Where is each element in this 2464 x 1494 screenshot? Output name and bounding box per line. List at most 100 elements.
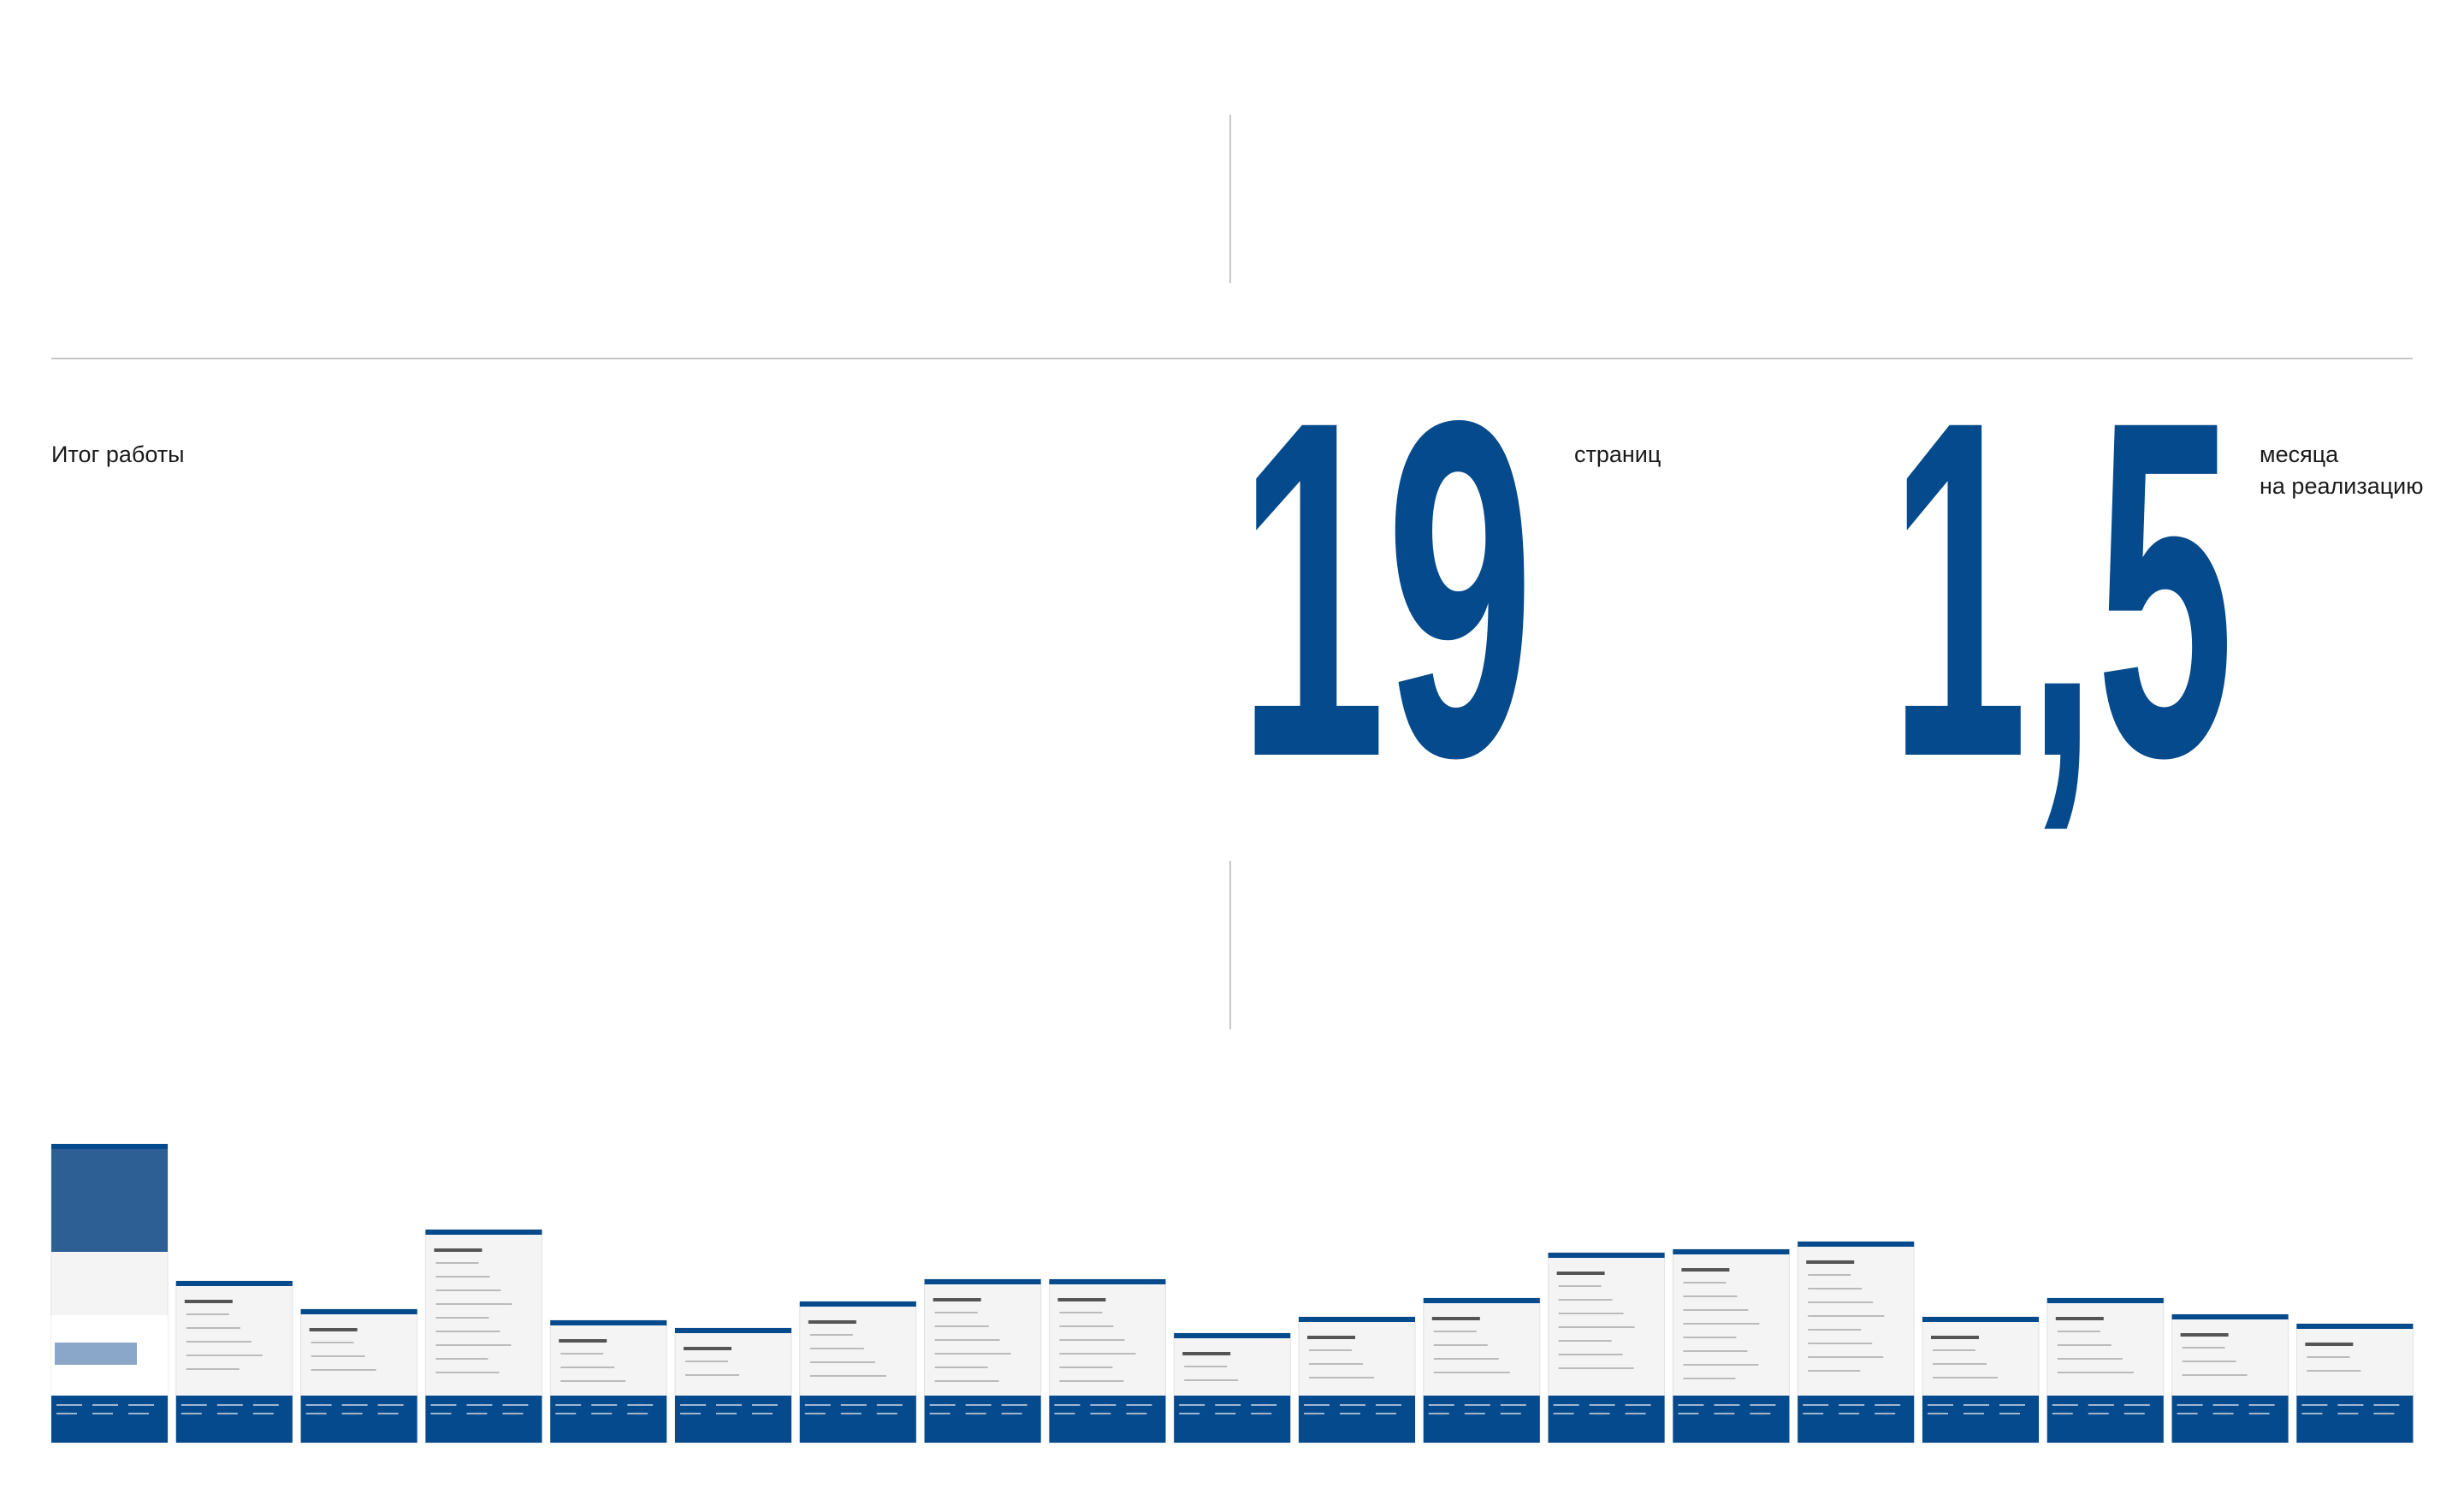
thumbnail bbox=[50, 1143, 169, 1444]
stat-caption: страниц bbox=[1574, 442, 1661, 467]
thumb-line bbox=[1309, 1349, 1352, 1351]
thumb-footer bbox=[2046, 1396, 2164, 1443]
thumb-line bbox=[1808, 1356, 1884, 1358]
thumb-footer-line bbox=[965, 1413, 986, 1414]
thumb-footer-line bbox=[1964, 1404, 1989, 1406]
thumb-title bbox=[933, 1298, 981, 1301]
thumb-header bbox=[1423, 1298, 1540, 1303]
thumb-line bbox=[1059, 1380, 1124, 1382]
thumb-line bbox=[1808, 1343, 1873, 1344]
thumb-title bbox=[1931, 1336, 1979, 1339]
thumb-footer-line bbox=[502, 1413, 524, 1414]
thumb-footer-line bbox=[627, 1413, 649, 1414]
thumb-footer-line bbox=[1090, 1413, 1111, 1414]
thumb-footer-line bbox=[128, 1404, 154, 1406]
thumb-line bbox=[1184, 1366, 1228, 1367]
thumb-line bbox=[311, 1369, 376, 1371]
thumb-footer-line bbox=[1875, 1413, 1896, 1414]
thumb-title bbox=[1307, 1336, 1355, 1339]
thumb-header bbox=[425, 1230, 542, 1235]
section-label: Итог работы bbox=[51, 442, 185, 467]
thumb-line bbox=[435, 1289, 501, 1291]
thumb-footer-line bbox=[2052, 1404, 2078, 1406]
thumb-header bbox=[175, 1281, 293, 1286]
thumb-footer-line bbox=[555, 1404, 582, 1406]
thumb-footer bbox=[1922, 1396, 2039, 1443]
thumb-line bbox=[2057, 1331, 2100, 1332]
thumb-footer bbox=[1174, 1396, 1291, 1443]
thumb-title bbox=[2055, 1317, 2104, 1320]
thumb-line bbox=[435, 1372, 500, 1373]
thumb-footer-line bbox=[1428, 1404, 1454, 1406]
thumb-footer-line bbox=[804, 1404, 831, 1406]
thumb-title bbox=[434, 1248, 483, 1252]
thumb-footer-line bbox=[1304, 1404, 1330, 1406]
thumb-line bbox=[1558, 1326, 1635, 1328]
thumb-footer-line bbox=[1428, 1413, 1449, 1414]
thumb-footer-line bbox=[1054, 1404, 1081, 1406]
thumb-line bbox=[809, 1348, 864, 1349]
thumb-footer-line bbox=[1750, 1413, 1771, 1414]
thumb-footer-line bbox=[876, 1404, 903, 1406]
thumb-line bbox=[1933, 1363, 1987, 1365]
thumb-footer-line bbox=[1839, 1404, 1865, 1406]
thumb-header bbox=[1174, 1333, 1291, 1338]
thumbnail bbox=[1797, 1241, 1915, 1444]
thumb-line bbox=[435, 1358, 489, 1360]
thumb-footer bbox=[550, 1396, 667, 1443]
thumb-footer-line bbox=[1340, 1413, 1360, 1414]
thumb-footer-line bbox=[216, 1404, 243, 1406]
thumbnail bbox=[1298, 1316, 1416, 1444]
thumb-footer-line bbox=[341, 1404, 368, 1406]
thumb-footer-line bbox=[252, 1404, 279, 1406]
thumb-line bbox=[685, 1361, 728, 1362]
thumb-line bbox=[934, 1325, 989, 1327]
thumb-footer-line bbox=[1714, 1404, 1740, 1406]
thumb-footer-line bbox=[2337, 1404, 2364, 1406]
thumb-header bbox=[1673, 1249, 1790, 1254]
thumbnail bbox=[424, 1229, 542, 1444]
thumb-line bbox=[2057, 1372, 2134, 1373]
thumb-footer-line bbox=[1553, 1404, 1579, 1406]
thumbnail bbox=[300, 1308, 418, 1444]
thumb-footer-line bbox=[1251, 1404, 1277, 1406]
thumb-footer-line bbox=[752, 1413, 773, 1414]
thumbnail bbox=[1048, 1278, 1166, 1444]
thumb-line bbox=[311, 1355, 365, 1357]
thumb-line bbox=[934, 1380, 999, 1382]
thumb-line bbox=[1933, 1377, 1998, 1378]
thumb-header bbox=[1922, 1317, 2039, 1322]
thumb-footer-line bbox=[1464, 1404, 1490, 1406]
thumb-footer-line bbox=[377, 1404, 404, 1406]
thumbnail bbox=[1423, 1297, 1541, 1444]
thumbnail bbox=[549, 1319, 667, 1444]
thumb-footer-line bbox=[2248, 1404, 2275, 1406]
thumb-footer-line bbox=[216, 1413, 238, 1414]
thumb-footer bbox=[1423, 1396, 1540, 1443]
thumb-line bbox=[685, 1374, 739, 1376]
thumb-footer bbox=[175, 1396, 293, 1443]
thumb-footer-line bbox=[1126, 1413, 1147, 1414]
thumb-footer-line bbox=[1340, 1404, 1365, 1406]
thumb-header bbox=[1548, 1253, 1665, 1258]
thumb-footer-line bbox=[929, 1413, 951, 1414]
thumb-footer-line bbox=[1999, 1413, 2020, 1414]
thumb-footer-line bbox=[92, 1413, 113, 1414]
thumb-line bbox=[435, 1303, 512, 1305]
thumb-line bbox=[435, 1331, 500, 1332]
thumb-footer-line bbox=[1553, 1413, 1574, 1414]
thumb-footer-line bbox=[929, 1404, 956, 1406]
thumb-hero bbox=[51, 1149, 168, 1252]
thumb-footer-line bbox=[252, 1413, 274, 1414]
thumb-line bbox=[2307, 1370, 2361, 1372]
thumb-footer-line bbox=[430, 1404, 457, 1406]
thumb-line bbox=[1683, 1282, 1727, 1284]
thumbnail bbox=[2171, 1313, 2289, 1444]
thumb-line bbox=[1683, 1364, 1759, 1366]
thumb-line bbox=[934, 1339, 1000, 1341]
thumb-footer-line bbox=[627, 1404, 654, 1406]
thumb-line bbox=[1808, 1288, 1863, 1289]
thumb-footer-line bbox=[430, 1413, 452, 1414]
thumb-line bbox=[1808, 1329, 1862, 1331]
thumb-header bbox=[1798, 1242, 1915, 1247]
